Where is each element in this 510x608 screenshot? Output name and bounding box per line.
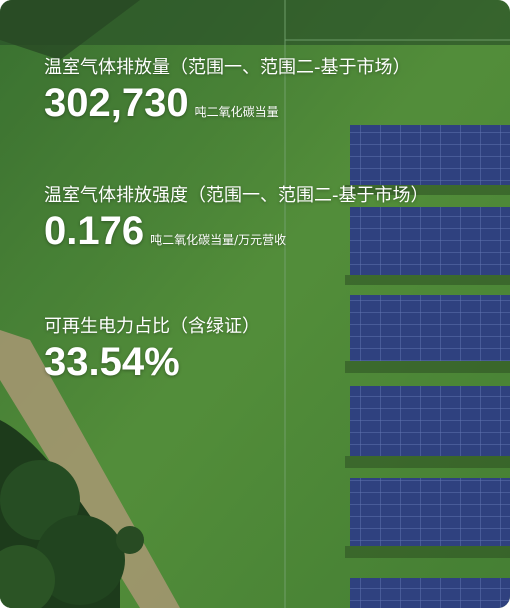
stat: 温室气体排放量（范围一、范围二-基于市场） 302,730 吨二氧化碳当量 xyxy=(44,56,411,124)
stat-value: 302,730 xyxy=(44,82,189,124)
stat-unit: 吨二氧化碳当量 xyxy=(195,103,279,120)
stat-unit: 吨二氧化碳当量/万元营收 xyxy=(150,231,286,248)
stat-label: 温室气体排放量（范围一、范围二-基于市场） xyxy=(44,56,411,80)
stat: 温室气体排放强度（范围一、范围二-基于市场） 0.176 吨二氧化碳当量/万元营… xyxy=(44,184,429,252)
stat-value: 33.54% xyxy=(44,341,180,383)
stat: 可再生电力占比（含绿证） 33.54% xyxy=(44,315,260,383)
stat-value: 0.176 xyxy=(44,210,144,252)
stat-card: 温室气体排放量（范围一、范围二-基于市场） 302,730 吨二氧化碳当量 温室… xyxy=(0,0,510,608)
stat-label: 可再生电力占比（含绿证） xyxy=(44,315,260,339)
stat-label: 温室气体排放强度（范围一、范围二-基于市场） xyxy=(44,184,429,208)
